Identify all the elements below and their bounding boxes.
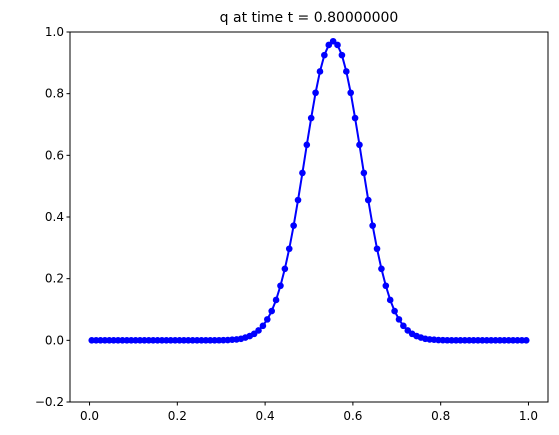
y-tick-label: 0.2: [45, 272, 64, 286]
data-point: [294, 196, 302, 204]
data-point: [343, 68, 350, 75]
data-point: [400, 322, 407, 330]
data-point: [268, 307, 275, 315]
data-point: [373, 245, 381, 253]
data-point: [285, 245, 293, 253]
y-tick-label: 1.0: [45, 25, 64, 39]
data-point: [347, 89, 354, 97]
data-point: [395, 316, 403, 323]
data-point: [316, 68, 324, 75]
y-tick-label: 0.8: [45, 87, 64, 101]
data-point: [382, 282, 390, 290]
data-point: [522, 337, 530, 344]
data-point: [329, 37, 337, 45]
data-point: [307, 114, 315, 122]
x-tick-label: 0.8: [431, 409, 450, 423]
y-tick-label: 0.0: [45, 333, 64, 347]
x-tick-label: 0.6: [343, 409, 362, 423]
data-point: [386, 296, 394, 304]
data-point: [277, 282, 284, 290]
y-tick-label: −0.2: [35, 395, 64, 409]
data-point: [272, 296, 280, 304]
data-point: [290, 222, 297, 229]
data-point: [312, 89, 319, 97]
data-point: [303, 141, 311, 149]
data-point: [334, 41, 341, 49]
data-point: [364, 196, 372, 204]
x-tick-label: 0.0: [80, 409, 99, 423]
y-tick-label: 0.6: [45, 148, 64, 162]
data-point: [325, 41, 333, 49]
data-point: [321, 51, 328, 59]
data-point: [391, 307, 398, 315]
data-point: [281, 265, 289, 273]
x-tick-label: 0.4: [256, 409, 275, 423]
data-point: [255, 327, 262, 334]
axes-frame: [69, 31, 549, 403]
data-point: [264, 316, 271, 323]
x-tick-label: 1.0: [519, 409, 538, 423]
x-tick-label: 0.2: [168, 409, 187, 423]
data-point: [259, 322, 267, 330]
data-point: [369, 222, 376, 229]
y-tick-label: 0.4: [45, 210, 64, 224]
data-point: [351, 114, 359, 122]
data-point: [360, 169, 368, 177]
data-point: [356, 141, 363, 149]
series-line: [91, 39, 527, 342]
data-point: [338, 51, 346, 59]
chart-title: q at time t = 0.80000000: [220, 10, 399, 26]
data-point: [299, 169, 306, 177]
data-point: [378, 265, 385, 273]
